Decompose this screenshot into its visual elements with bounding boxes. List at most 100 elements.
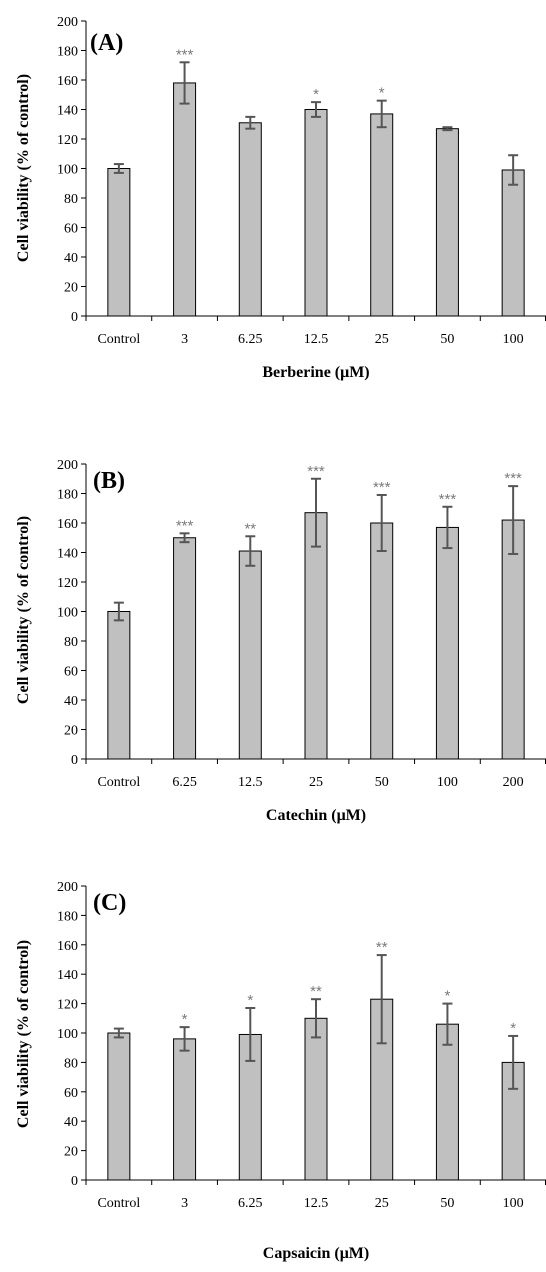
bar-50 [435,128,459,317]
error-bar [113,163,124,174]
y-tick-label: 160 [57,74,78,89]
error-bar [376,99,387,129]
panel-b: Cell viability (% of control) (B) *** ***… [15,458,546,824]
y-tick-label: 60 [64,1086,78,1101]
error-bar [245,1007,256,1062]
panel-b-ylabel: Cell viability (% of control) [15,516,32,704]
significance-marker: * [379,85,385,102]
x-tick-label: 12.5 [304,1196,329,1211]
y-tick-label: 40 [64,1115,78,1130]
x-tick-label: 100 [503,332,524,347]
error-bar [311,477,321,548]
error-bar [311,998,321,1039]
y-tick-label: 180 [57,909,78,924]
y-tick-label: 20 [64,281,78,296]
y-tick-label: 140 [57,547,78,562]
significance-marker: * [445,988,451,1005]
panel-a-yticks: 0 20 40 60 80 100 120 140 160 180 200 [57,15,86,325]
panel-b-xlabel: Catechin (μM) [266,807,366,824]
panel-a-ylabel: Cell viability (% of control) [15,74,32,262]
y-tick-label: 120 [57,998,78,1013]
error-bar [245,115,256,130]
y-tick-label: 180 [57,45,78,60]
bar-3 [173,82,197,317]
error-bar [376,954,387,1045]
y-tick-label: 20 [64,1145,78,1160]
y-tick-label: 80 [64,192,78,207]
significance-marker: *** [176,517,194,534]
x-tick-label: 3 [181,1196,188,1211]
y-tick-label: 40 [64,251,78,266]
y-tick-label: 80 [64,635,78,650]
panel-b-xticks: Control 6.25 12.5 25 50 100 200 [85,759,546,790]
error-bar [179,61,190,105]
significance-marker: * [247,992,253,1009]
y-tick-label: 200 [57,458,78,473]
bar-6.25 [238,122,262,317]
y-tick-label: 0 [71,753,78,768]
significance-marker: * [510,1020,516,1037]
x-tick-label: 200 [503,775,524,790]
y-tick-label: 60 [64,665,78,680]
bar-3 [173,1038,197,1181]
bar-12.5 [304,109,328,317]
panel-a: Cell viability (% of control) (A) **** * … [15,15,546,381]
x-tick-label: Control [97,775,140,790]
bar-50 [435,1023,459,1181]
error-bar [179,1026,190,1052]
error-bar [113,601,124,622]
significance-marker: *** [373,479,391,496]
panel-b-stars: *** ************** [176,463,522,538]
x-tick-label: 6.25 [172,775,197,790]
y-tick-label: 200 [57,15,78,30]
x-tick-label: 6.25 [238,332,263,347]
y-tick-label: 120 [57,133,78,148]
bar-25 [304,512,328,760]
significance-marker: *** [439,491,457,508]
error-bar [245,535,256,567]
x-tick-label: 12.5 [238,775,263,790]
panel-c-bars [107,998,525,1181]
panel-b-bars [107,512,525,760]
panel-c-stars: ******** [182,939,517,1037]
y-tick-label: 100 [57,1027,78,1042]
panel-a-stars: **** * [176,46,385,103]
panel-c: Cell viability (% of control) (C) ******… [15,880,546,1262]
x-tick-label: 25 [309,775,323,790]
panel-a-bars [107,82,525,317]
bar-25 [370,113,394,317]
significance-marker: *** [307,463,325,480]
bar-Control [107,611,131,760]
panel-b-yticks: 0 20 40 60 80 100 120 140 160 180 200 [57,458,86,768]
y-tick-label: 200 [57,880,78,895]
x-tick-label: 50 [440,1196,454,1211]
panel-b-label: (B) [93,468,125,494]
error-bar [311,101,321,118]
bar-100 [435,526,459,760]
y-tick-label: 0 [71,1174,78,1189]
bar-200 [501,519,525,760]
x-tick-label: Control [97,1196,140,1211]
panel-b-errors [113,477,519,622]
panel-a-xlabel: Berberine (μM) [262,364,369,381]
error-bar [508,1034,519,1090]
y-tick-label: 100 [57,163,78,178]
panel-a-errors [113,61,519,186]
panel-c-ylabel: Cell viability (% of control) [15,940,32,1128]
x-tick-label: 50 [375,775,389,790]
y-tick-label: 40 [64,694,78,709]
x-tick-label: 25 [375,332,389,347]
y-tick-label: 160 [57,939,78,954]
error-bar [376,493,387,553]
panel-a-xticks: Control 3 6.25 12.5 25 50 100 [85,316,546,347]
y-tick-label: 120 [57,576,78,591]
y-tick-label: 140 [57,968,78,983]
bar-Control [107,1032,131,1181]
bar-Control [107,168,131,317]
x-tick-label: 50 [440,332,454,347]
error-bar [442,505,453,550]
x-tick-label: Control [97,332,140,347]
significance-marker: * [313,86,319,103]
x-tick-label: 12.5 [304,332,329,347]
